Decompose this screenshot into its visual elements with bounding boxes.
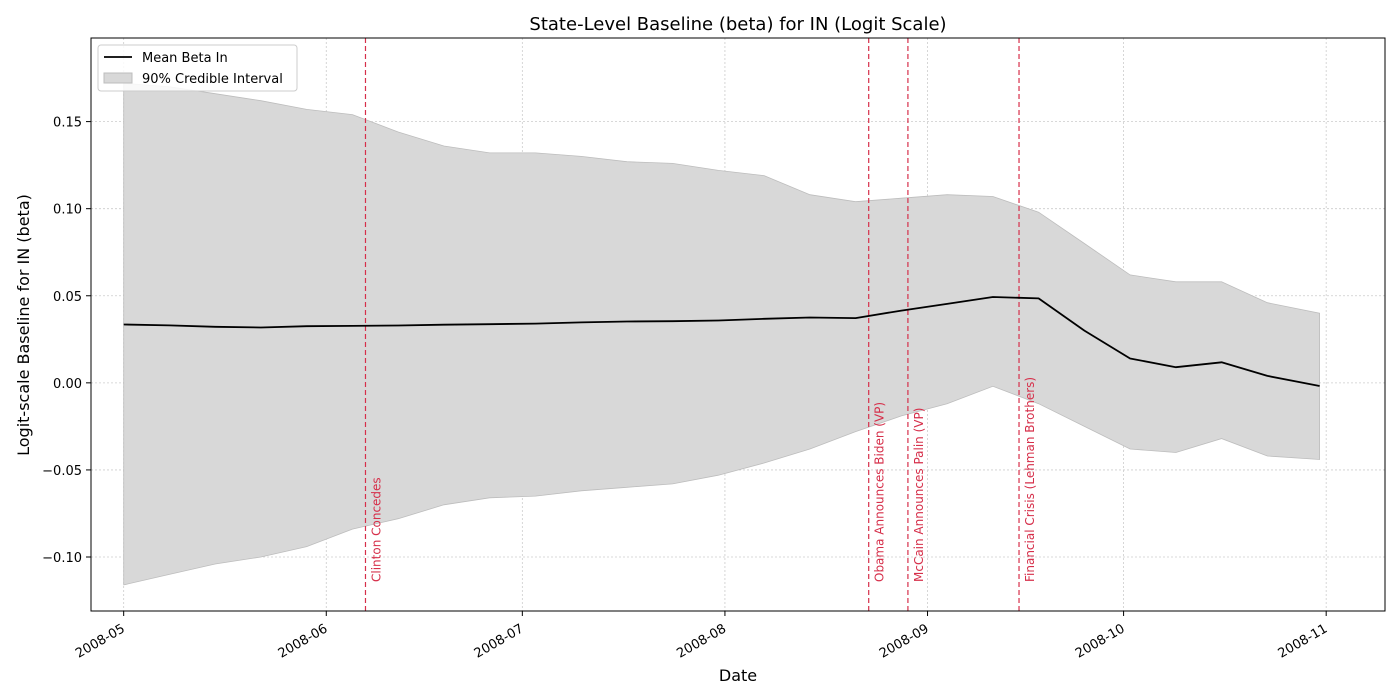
mean-beta-line (123, 296, 1320, 387)
y-tick-label: −0.05 (42, 464, 82, 479)
x-tick-label: 2008-11 (1276, 621, 1331, 661)
x-tick-label: 2008-09 (877, 621, 932, 661)
legend-box (97, 44, 298, 92)
chart-title: State-Level Baseline (beta) for IN (Logi… (529, 14, 946, 35)
x-axis: 2008-05 2008-06 2008-07 2008-08 2008-09 2008-… (73, 611, 1330, 662)
event-markers: Clinton Concedes Obama Announces Biden (V… (364, 38, 1037, 611)
y-tick-label: 0.15 (53, 116, 82, 131)
y-axis: −0.10 −0.05 0.00 0.05 0.10 0.15 (42, 116, 91, 566)
legend-label-band: 90% Credible Interval (142, 72, 283, 87)
plot-frame (90, 37, 1386, 612)
y-tick-label: 0.00 (53, 377, 82, 392)
event-label: Financial Crisis (Lehman Brothers) (1023, 377, 1037, 582)
legend-band-swatch (103, 72, 133, 84)
event-label: Clinton Concedes (369, 477, 383, 582)
event-label: McCain Announces Palin (VP) (912, 408, 926, 582)
x-tick-label: 2008-07 (472, 621, 527, 661)
event-label: Obama Announces Biden (VP) (873, 402, 887, 582)
y-axis-label: Logit-scale Baseline for IN (beta) (14, 194, 33, 456)
x-axis-label: Date (719, 666, 757, 685)
x-tick-label: 2008-05 (73, 621, 128, 661)
x-tick-label: 2008-10 (1073, 621, 1128, 661)
credible-interval-band (123, 82, 1320, 586)
y-tick-label: −0.10 (42, 551, 82, 566)
x-tick-label: 2008-08 (674, 621, 729, 661)
y-tick-label: 0.10 (53, 203, 82, 218)
legend-label-mean: Mean Beta In (142, 51, 228, 66)
x-tick-label: 2008-06 (276, 621, 331, 661)
legend: Mean Beta In 90% Credible Interval (97, 44, 298, 92)
y-tick-label: 0.05 (53, 290, 82, 305)
